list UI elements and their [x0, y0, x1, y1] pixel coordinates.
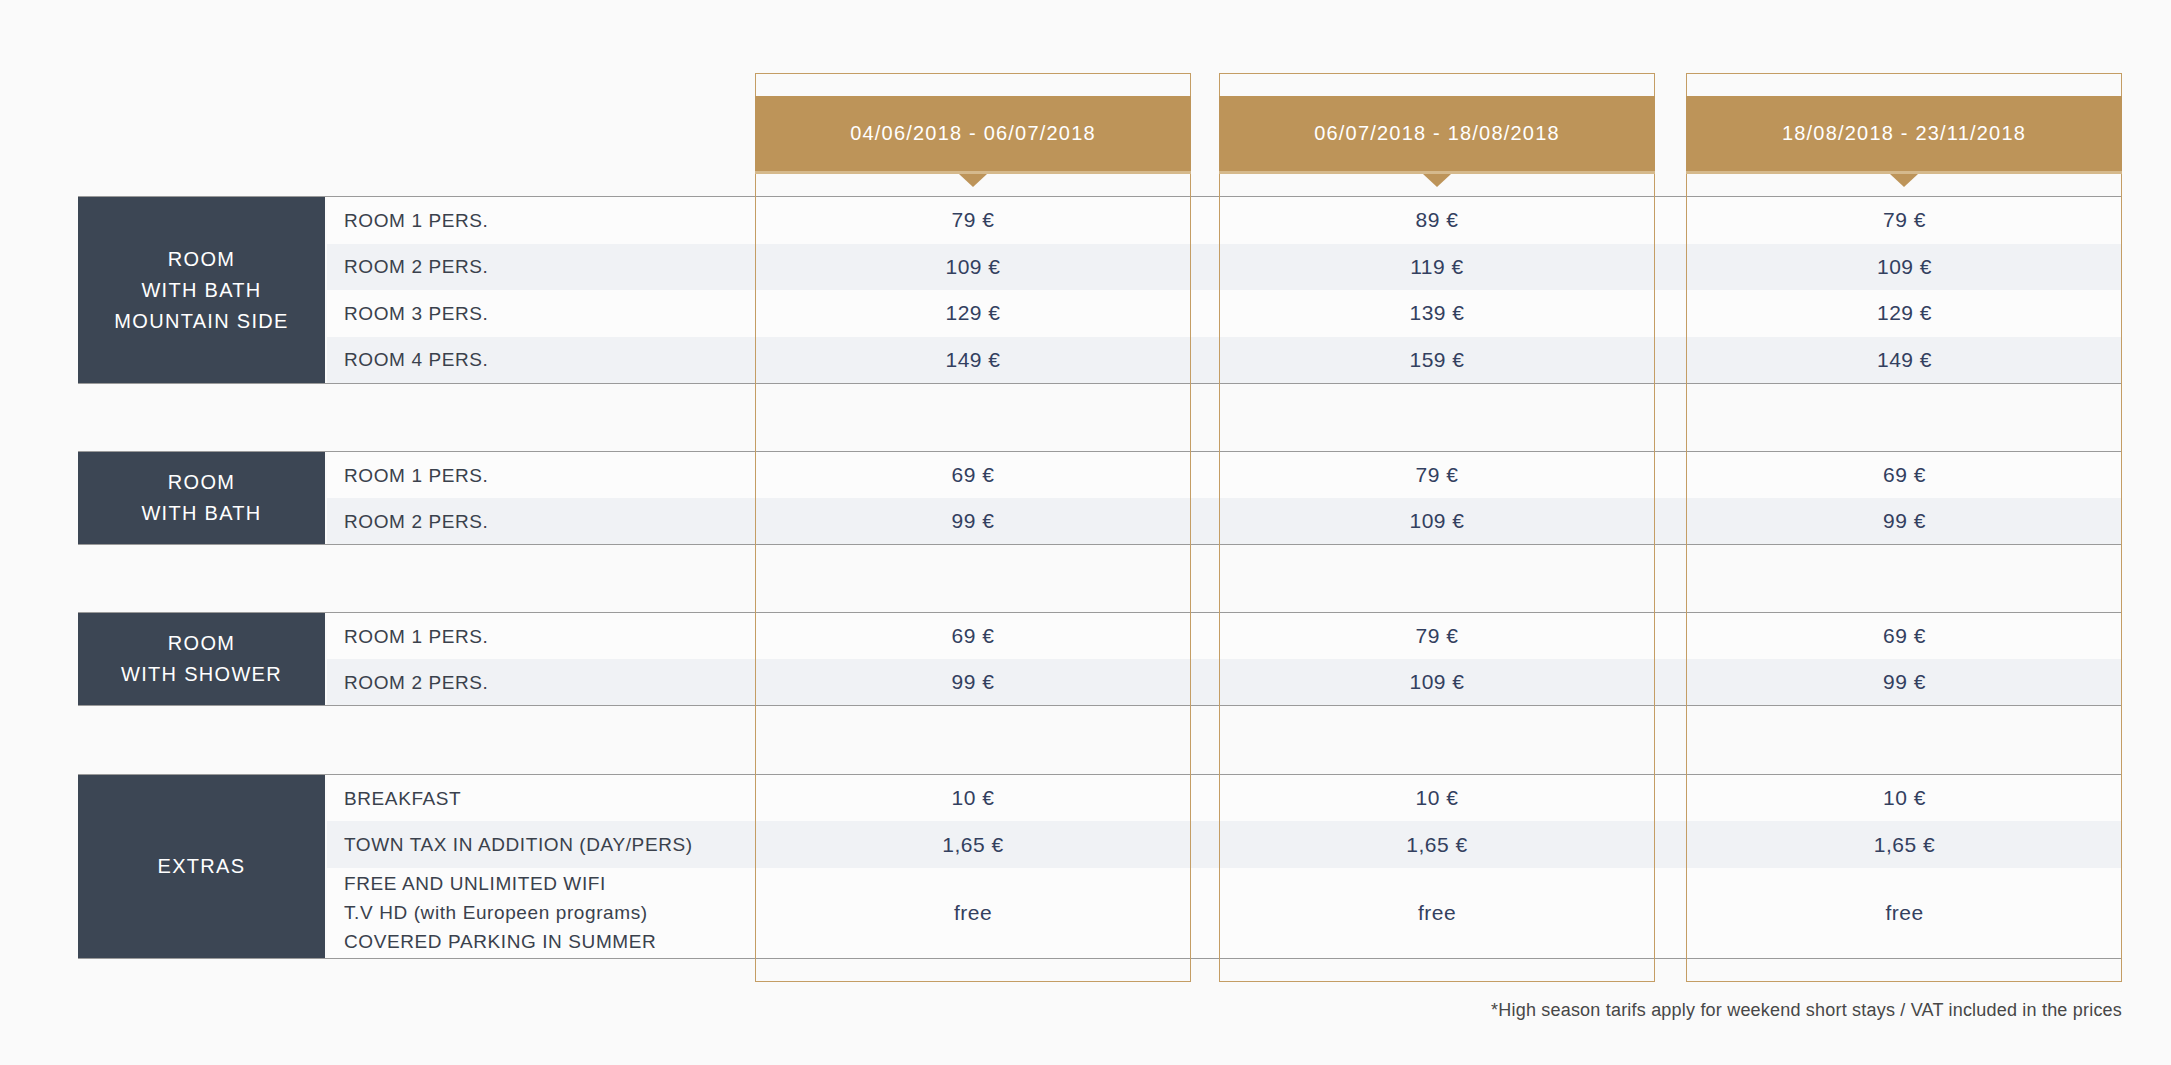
- table-row: TOWN TAX IN ADDITION (DAY/PERS) 1,65 € 1…: [327, 821, 2122, 867]
- price-cell: 1,65 €: [1687, 821, 2122, 867]
- row-label: TOWN TAX IN ADDITION (DAY/PERS): [327, 821, 755, 867]
- price-cell: 99 €: [755, 498, 1191, 544]
- row-label: ROOM 2 PERS.: [327, 659, 755, 705]
- price-cell: 159 €: [1219, 337, 1655, 384]
- price-cell: 109 €: [755, 244, 1191, 291]
- price-cell: 69 €: [755, 452, 1191, 498]
- group-rows: ROOM 1 PERS. 79 € 89 € 79 € ROOM 2 PERS.…: [327, 197, 2122, 383]
- price-cell: 149 €: [755, 337, 1191, 384]
- group-label: ROOM WITH BATH: [78, 452, 325, 544]
- row-label: ROOM 4 PERS.: [327, 337, 755, 384]
- price-cell: 79 €: [755, 197, 1191, 244]
- price-cell: 89 €: [1219, 197, 1655, 244]
- price-cell: free: [755, 868, 1191, 958]
- price-cell: 1,65 €: [1219, 821, 1655, 867]
- price-cell: 79 €: [1687, 197, 2122, 244]
- table-row: BREAKFAST 10 € 10 € 10 €: [327, 775, 2122, 821]
- table-row: ROOM 1 PERS. 69 € 79 € 69 €: [327, 452, 2122, 498]
- price-cell: 99 €: [755, 659, 1191, 705]
- season-header-2: 06/07/2018 - 18/08/2018: [1219, 96, 1655, 174]
- row-label: FREE AND UNLIMITED WIFI T.V HD (with Eur…: [327, 868, 755, 958]
- price-cell: 69 €: [1687, 452, 2122, 498]
- group-room-with-shower: ROOM WITH SHOWER ROOM 1 PERS. 69 € 79 € …: [78, 612, 2122, 706]
- group-label: EXTRAS: [78, 775, 325, 958]
- table-row: FREE AND UNLIMITED WIFI T.V HD (with Eur…: [327, 868, 2122, 958]
- price-cell: 10 €: [1219, 775, 1655, 821]
- price-cell: 99 €: [1687, 498, 2122, 544]
- table-row: ROOM 4 PERS. 149 € 159 € 149 €: [327, 337, 2122, 384]
- price-cell: free: [1219, 868, 1655, 958]
- price-cell: 139 €: [1219, 290, 1655, 337]
- table-row: ROOM 2 PERS. 99 € 109 € 99 €: [327, 659, 2122, 705]
- price-cell: 79 €: [1219, 613, 1655, 659]
- price-cell: 119 €: [1219, 244, 1655, 291]
- row-label: ROOM 2 PERS.: [327, 498, 755, 544]
- price-cell: 69 €: [755, 613, 1191, 659]
- table-row: ROOM 1 PERS. 69 € 79 € 69 €: [327, 613, 2122, 659]
- group-room-with-bath-mountain-side: ROOM WITH BATH MOUNTAIN SIDE ROOM 1 PERS…: [78, 196, 2122, 384]
- price-cell: 10 €: [1687, 775, 2122, 821]
- price-cell: 79 €: [1219, 452, 1655, 498]
- table-row: ROOM 2 PERS. 109 € 119 € 109 €: [327, 244, 2122, 291]
- group-rows: ROOM 1 PERS. 69 € 79 € 69 € ROOM 2 PERS.…: [327, 613, 2122, 705]
- row-label: ROOM 1 PERS.: [327, 452, 755, 498]
- group-room-with-bath: ROOM WITH BATH ROOM 1 PERS. 69 € 79 € 69…: [78, 451, 2122, 545]
- season-header-1: 04/06/2018 - 06/07/2018: [755, 96, 1191, 174]
- price-cell: 109 €: [1687, 244, 2122, 291]
- arrow-down-icon: [1423, 174, 1451, 187]
- group-rows: BREAKFAST 10 € 10 € 10 € TOWN TAX IN ADD…: [327, 775, 2122, 958]
- season-header-3: 18/08/2018 - 23/11/2018: [1686, 96, 2122, 174]
- group-rows: ROOM 1 PERS. 69 € 79 € 69 € ROOM 2 PERS.…: [327, 452, 2122, 544]
- footnote: *High season tarifs apply for weekend sh…: [1491, 1000, 2122, 1021]
- price-cell: free: [1687, 868, 2122, 958]
- pricing-table: 04/06/2018 - 06/07/2018 06/07/2018 - 18/…: [0, 0, 2171, 1065]
- price-cell: 69 €: [1687, 613, 2122, 659]
- row-label: ROOM 1 PERS.: [327, 197, 755, 244]
- row-label: BREAKFAST: [327, 775, 755, 821]
- price-cell: 129 €: [1687, 290, 2122, 337]
- table-row: ROOM 2 PERS. 99 € 109 € 99 €: [327, 498, 2122, 544]
- row-label: ROOM 1 PERS.: [327, 613, 755, 659]
- price-cell: 99 €: [1687, 659, 2122, 705]
- table-row: ROOM 3 PERS. 129 € 139 € 129 €: [327, 290, 2122, 337]
- arrow-down-icon: [1890, 174, 1918, 187]
- row-label: ROOM 2 PERS.: [327, 244, 755, 291]
- group-extras: EXTRAS BREAKFAST 10 € 10 € 10 € TOWN TAX…: [78, 774, 2122, 959]
- price-cell: 109 €: [1219, 659, 1655, 705]
- group-label: ROOM WITH SHOWER: [78, 613, 325, 705]
- table-row: ROOM 1 PERS. 79 € 89 € 79 €: [327, 197, 2122, 244]
- price-cell: 10 €: [755, 775, 1191, 821]
- price-cell: 129 €: [755, 290, 1191, 337]
- group-label: ROOM WITH BATH MOUNTAIN SIDE: [78, 197, 325, 383]
- arrow-down-icon: [959, 174, 987, 187]
- price-cell: 149 €: [1687, 337, 2122, 384]
- price-cell: 109 €: [1219, 498, 1655, 544]
- price-cell: 1,65 €: [755, 821, 1191, 867]
- row-label: ROOM 3 PERS.: [327, 290, 755, 337]
